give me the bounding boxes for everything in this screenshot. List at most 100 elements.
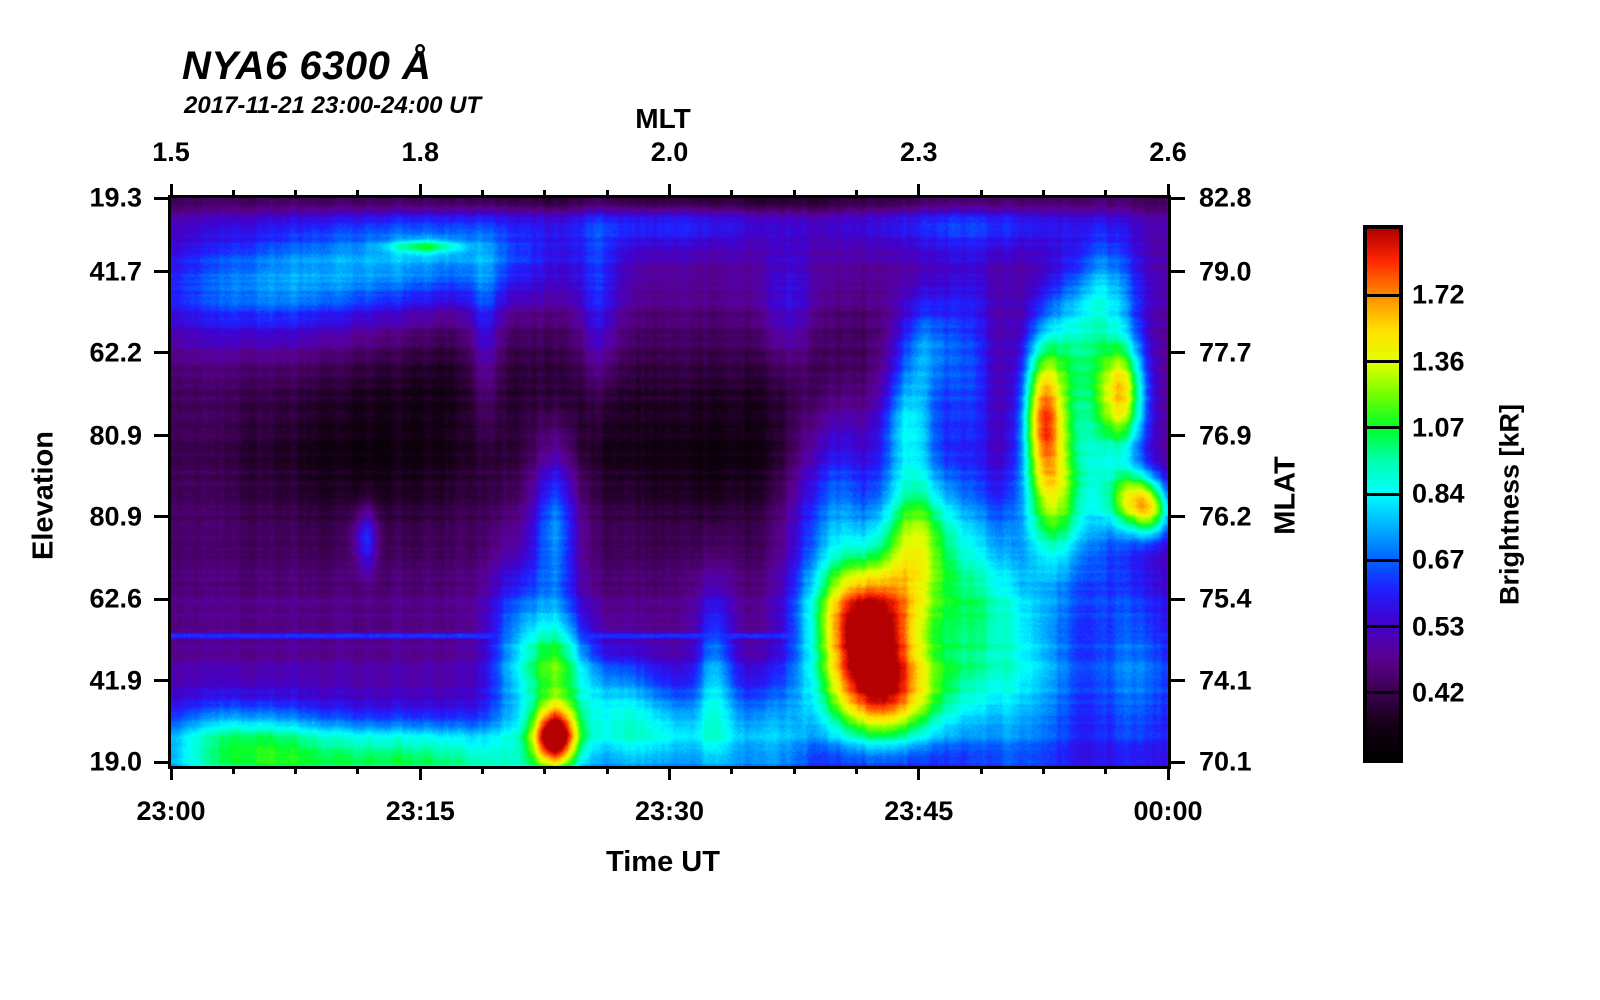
- mlt-tick-label: 2.0: [650, 137, 689, 167]
- mlt-tick-label: 1.8: [401, 137, 440, 167]
- tick-mark: [154, 679, 171, 683]
- tick-mark: [154, 434, 171, 438]
- colorbar-divider: [1363, 558, 1403, 562]
- tick-mark: [1166, 766, 1170, 780]
- tick-mark: [605, 190, 609, 198]
- mlat-tick-label: 75.4: [1199, 583, 1252, 614]
- colorbar-tick-label: 1.36: [1412, 346, 1465, 376]
- tick-mark: [979, 766, 983, 774]
- tick-mark: [1168, 515, 1185, 519]
- mlat-tick-label: 79.0: [1199, 256, 1252, 287]
- tick-mark: [418, 184, 422, 198]
- colorbar-divider: [1363, 426, 1403, 430]
- tick-mark: [231, 766, 235, 774]
- time-tick-label: 23:15: [385, 796, 455, 826]
- tick-mark: [668, 766, 671, 780]
- elevation-tick-label: 19.3: [89, 182, 142, 213]
- mlt-tick-label: 1.5: [152, 137, 190, 167]
- elevation-tick-label: 62.6: [89, 583, 142, 614]
- keogram-image: [171, 198, 1168, 766]
- mlt-tick-label: 2.3: [899, 137, 938, 167]
- tick-mark: [1166, 184, 1170, 198]
- colorbar-tick-label: 0.53: [1412, 611, 1465, 641]
- tick-mark: [154, 597, 171, 601]
- bottom-axis-label: Time UT: [606, 846, 720, 878]
- colorbar-divider: [1363, 625, 1403, 628]
- tick-mark: [979, 190, 983, 198]
- tick-mark: [294, 190, 298, 198]
- tick-mark: [418, 766, 422, 780]
- plot-frame: [168, 195, 1171, 769]
- tick-mark: [730, 190, 734, 198]
- tick-mark: [169, 184, 173, 198]
- tick-mark: [1168, 270, 1185, 274]
- tick-mark: [792, 190, 796, 198]
- tick-mark: [154, 515, 171, 519]
- tick-mark: [1104, 190, 1108, 198]
- tick-mark: [356, 766, 360, 774]
- mlat-tick-label: 74.1: [1199, 665, 1252, 696]
- page-title: NYA6 6300 Å: [182, 44, 432, 88]
- colorbar-divider: [1363, 360, 1403, 363]
- tick-mark: [854, 766, 858, 774]
- mlat-tick-label: 76.2: [1199, 501, 1252, 532]
- tick-mark: [792, 766, 796, 774]
- mlt-tick-label: 2.6: [1149, 137, 1187, 167]
- tick-mark: [294, 766, 298, 774]
- page-subtitle: 2017-11-21 23:00-24:00 UT: [184, 92, 482, 119]
- tick-mark: [668, 184, 671, 198]
- colorbar-divider: [1363, 691, 1403, 695]
- colorbar-divider: [1363, 492, 1403, 496]
- tick-mark: [543, 190, 547, 198]
- tick-mark: [169, 766, 173, 780]
- tick-mark: [1168, 196, 1185, 200]
- tick-mark: [917, 184, 921, 198]
- tick-mark: [1041, 766, 1045, 774]
- time-tick-label: 23:30: [634, 796, 705, 826]
- time-tick-label: 00:00: [1133, 796, 1203, 826]
- tick-mark: [917, 766, 921, 780]
- tick-mark: [1168, 351, 1185, 355]
- tick-mark: [1168, 760, 1185, 764]
- elevation-tick-label: 80.9: [89, 420, 142, 451]
- time-tick-label: 23:00: [136, 796, 206, 826]
- mlat-tick-label: 77.7: [1199, 337, 1252, 368]
- colorbar-tick-label: 0.84: [1412, 478, 1465, 509]
- tick-mark: [1168, 679, 1185, 683]
- mlat-tick-label: 70.1: [1199, 746, 1252, 777]
- elevation-tick-label: 19.0: [89, 746, 142, 777]
- elevation-tick-label: 80.9: [89, 501, 142, 532]
- tick-mark: [854, 190, 858, 198]
- colorbar-axis-label: Brightness [kR]: [1494, 403, 1525, 606]
- time-tick-label: 23:45: [884, 796, 954, 826]
- colorbar-divider: [1363, 293, 1403, 297]
- elevation-tick-label: 41.7: [89, 256, 142, 287]
- tick-mark: [356, 190, 360, 198]
- tick-mark: [1041, 190, 1045, 198]
- left-axis-label: Elevation: [27, 431, 60, 560]
- colorbar-tick-label: 0.67: [1412, 544, 1465, 575]
- right-axis-label: MLAT: [1269, 456, 1302, 535]
- tick-mark: [1168, 597, 1185, 601]
- elevation-tick-label: 62.2: [89, 337, 142, 368]
- elevation-tick-label: 41.9: [89, 665, 142, 696]
- tick-mark: [1168, 434, 1185, 438]
- tick-mark: [543, 766, 547, 774]
- tick-mark: [154, 760, 171, 764]
- tick-mark: [481, 766, 485, 774]
- tick-mark: [154, 270, 171, 274]
- tick-mark: [605, 766, 609, 774]
- mlat-tick-label: 82.8: [1199, 182, 1252, 213]
- tick-mark: [154, 351, 171, 355]
- colorbar-tick-label: 0.42: [1412, 677, 1465, 708]
- tick-mark: [1104, 766, 1108, 774]
- tick-mark: [154, 196, 171, 200]
- colorbar-tick-label: 1.07: [1412, 412, 1465, 443]
- colorbar-tick-label: 1.72: [1412, 279, 1465, 310]
- top-axis-label: MLT: [635, 103, 691, 134]
- mlat-tick-label: 76.9: [1199, 420, 1252, 451]
- tick-mark: [231, 190, 235, 198]
- tick-mark: [730, 766, 734, 774]
- tick-mark: [481, 190, 485, 198]
